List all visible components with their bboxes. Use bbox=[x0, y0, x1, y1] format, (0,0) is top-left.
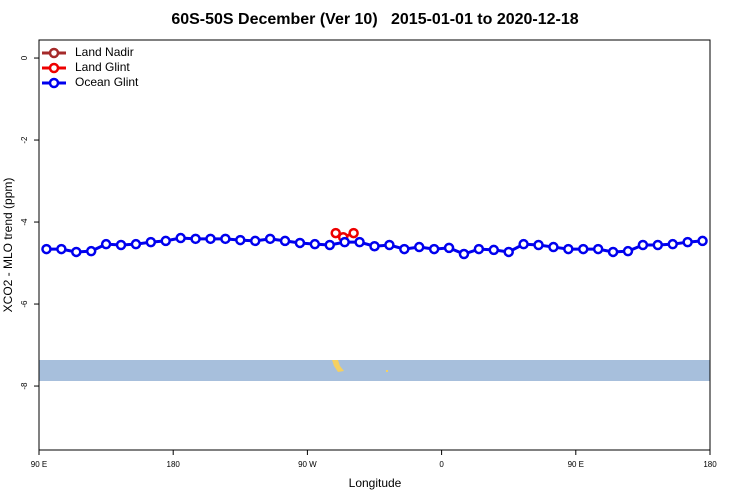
y-tick-label: -2 bbox=[20, 136, 29, 144]
data-point bbox=[578, 243, 589, 255]
land-patch bbox=[332, 360, 344, 372]
x-tick-label: 0 bbox=[439, 460, 444, 469]
y-axis-label: XCO2 - MLO trend (ppm) bbox=[1, 178, 15, 313]
x-tick-label: 90 E bbox=[31, 460, 47, 469]
data-point bbox=[71, 246, 82, 258]
data-point bbox=[473, 243, 485, 255]
legend-label: Land Glint bbox=[75, 60, 130, 74]
data-point bbox=[279, 235, 291, 247]
data-point bbox=[622, 245, 634, 257]
data-point bbox=[667, 238, 678, 250]
data-point bbox=[41, 243, 52, 255]
data-point bbox=[488, 244, 500, 256]
y-tick-label: -6 bbox=[20, 300, 29, 308]
data-point bbox=[249, 235, 261, 247]
x-tick-label: 180 bbox=[703, 460, 717, 469]
data-point bbox=[330, 227, 341, 239]
data-point bbox=[652, 239, 664, 251]
y-tick-label: 0 bbox=[20, 55, 29, 60]
chart-title: 60S-50S December (Ver 10) 2015-01-01 to … bbox=[171, 11, 578, 28]
data-point bbox=[56, 243, 67, 255]
data-point bbox=[294, 237, 306, 249]
data-point bbox=[413, 241, 425, 253]
legend-marker bbox=[48, 62, 60, 74]
data-point bbox=[592, 243, 604, 255]
map-strip bbox=[39, 360, 710, 381]
data-point bbox=[697, 235, 708, 247]
data-point bbox=[458, 248, 470, 260]
data-point bbox=[369, 240, 380, 252]
data-point bbox=[503, 246, 514, 258]
data-point bbox=[264, 233, 276, 245]
data-point bbox=[324, 239, 336, 251]
data-point bbox=[145, 236, 157, 248]
data-point bbox=[399, 243, 410, 255]
legend-label: Ocean Glint bbox=[75, 75, 139, 89]
x-tick-label: 90 W bbox=[298, 460, 317, 469]
data-point bbox=[607, 246, 619, 258]
data-point bbox=[637, 239, 649, 251]
data-point bbox=[548, 241, 559, 253]
x-tick-label: 180 bbox=[167, 460, 181, 469]
data-point bbox=[205, 233, 216, 245]
data-point bbox=[339, 236, 350, 248]
legend-marker bbox=[48, 77, 60, 89]
x-tick-label: 90 E bbox=[568, 460, 584, 469]
y-tick-label: -4 bbox=[20, 218, 29, 226]
land-patch bbox=[386, 370, 388, 372]
data-point bbox=[220, 233, 231, 245]
data-point bbox=[533, 239, 544, 251]
data-point bbox=[85, 245, 97, 257]
data-point bbox=[518, 238, 529, 250]
legend-label: Land Nadir bbox=[75, 45, 134, 59]
data-point bbox=[428, 243, 440, 255]
data-point bbox=[235, 234, 246, 246]
data-point bbox=[100, 238, 112, 250]
legend-marker bbox=[48, 47, 60, 59]
data-point bbox=[115, 239, 127, 251]
data-point bbox=[682, 236, 693, 248]
data-point bbox=[190, 233, 201, 245]
data-point bbox=[160, 235, 171, 247]
data-point bbox=[348, 227, 359, 239]
x-axis-label: Longitude bbox=[349, 476, 402, 490]
plot-frame bbox=[38, 39, 711, 451]
data-point bbox=[443, 242, 455, 254]
data-point bbox=[309, 238, 321, 250]
data-point bbox=[130, 238, 142, 250]
data-point bbox=[175, 232, 186, 244]
data-point bbox=[563, 243, 574, 255]
data-point bbox=[354, 236, 365, 248]
y-tick-label: -8 bbox=[20, 382, 29, 390]
data-point bbox=[384, 239, 395, 251]
